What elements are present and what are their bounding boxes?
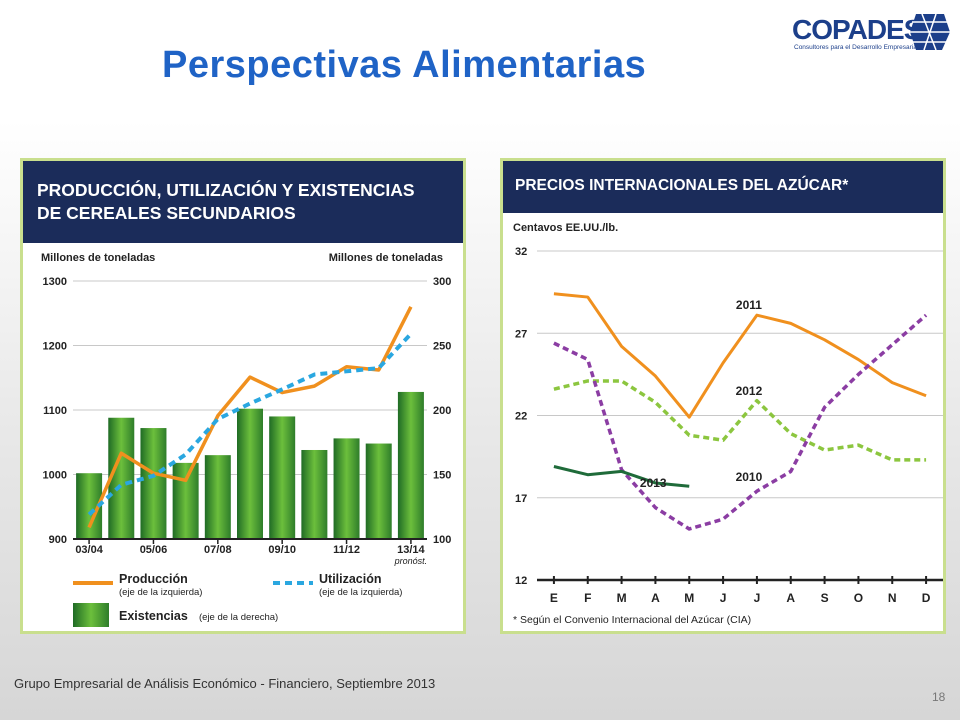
x-tick-label: 11/12 (333, 544, 360, 556)
bar-existencias (269, 416, 296, 539)
series-line-producción (87, 306, 413, 529)
y-tick-label: 12 (515, 575, 527, 587)
sugar-chart-header: PRECIOS INTERNACIONALES DEL AZÚCAR* (503, 161, 943, 213)
x-tick-label: J (720, 591, 727, 605)
cereal-chart: Millones de toneladas Millones de tonelad… (41, 252, 451, 627)
x-tick-label: J (754, 591, 761, 605)
logo-globe-icon (910, 13, 950, 51)
footer-text: Grupo Empresarial de Análisis Económico … (14, 676, 436, 691)
x-tick-label: 09/10 (268, 544, 296, 556)
legend-note-produccion: (eje de la izquierda) (119, 587, 202, 598)
left-tick-label: 1100 (43, 405, 67, 417)
y-axis-label: Centavos EE.UU./lb. (513, 222, 618, 234)
logo-wordmark: COPADES (792, 14, 922, 45)
legend-swatch-existencias (73, 603, 109, 627)
x-tick-label: 05/06 (140, 544, 168, 556)
y-tick-label: 22 (515, 411, 527, 423)
y-tick-label: 27 (515, 328, 527, 340)
x-tick-label: S (821, 591, 829, 605)
x-tick-label: F (584, 591, 591, 605)
x-tick-label: M (617, 591, 627, 605)
x-tick-label: D (922, 591, 931, 605)
bar-existencias (397, 391, 424, 539)
x-tick-label: M (684, 591, 694, 605)
series-line-2011 (553, 292, 927, 419)
series-line-2012 (553, 379, 927, 462)
series-label-2012: 2012 (736, 384, 763, 398)
legend-note-utilizacion: (eje de la izquierda) (319, 587, 402, 598)
cereal-chart-panel: PRODUCCIÓN, UTILIZACIÓN Y EXISTENCIAS DE… (20, 158, 466, 634)
series-label-2011: 2011 (736, 298, 762, 312)
x-tick-label: 03/04 (75, 544, 103, 556)
bar-existencias (365, 443, 392, 539)
series-line-utilización (87, 332, 413, 516)
x-tick-label: 07/08 (204, 544, 232, 556)
series-line-2010 (553, 313, 928, 531)
page-title: Perspectivas Alimentarias (162, 44, 647, 86)
x-tick-label: A (651, 591, 660, 605)
right-tick-label: 250 (433, 341, 451, 353)
bar-existencias (108, 417, 135, 539)
x-tick-label: 13/14 (397, 544, 425, 556)
x-tick-label: E (550, 591, 558, 605)
legend-label-existencias: Existencias (119, 609, 188, 623)
right-tick-label: 300 (433, 276, 451, 288)
sugar-chart-title: PRECIOS INTERNACIONALES DEL AZÚCAR* (515, 177, 849, 194)
chart-footnote: * Según el Convenio Internacional del Az… (513, 614, 751, 626)
cereal-chart-title-line-2: DE CEREALES SECUNDARIOS (37, 203, 296, 223)
company-logo: COPADES Consultores para el Desarrollo E… (788, 10, 953, 54)
legend-note-existencias: (eje de la derecha) (199, 612, 278, 623)
x-tick-sublabel: pronóst. (394, 556, 428, 566)
series-label-2013: 2013 (640, 476, 667, 490)
right-axis-label: Millones de toneladas (329, 252, 443, 264)
bar-existencias (301, 449, 328, 539)
y-tick-label: 32 (515, 246, 527, 258)
right-tick-label: 200 (433, 405, 451, 417)
cereal-chart-header: PRODUCCIÓN, UTILIZACIÓN Y EXISTENCIAS DE… (23, 161, 463, 243)
bar-existencias (204, 455, 231, 539)
bar-existencias (237, 408, 263, 539)
legend-label-produccion: Producción (119, 572, 188, 586)
page-number: 18 (932, 690, 946, 704)
series-line-2013 (553, 465, 690, 488)
sugar-chart-panel: PRECIOS INTERNACIONALES DEL AZÚCAR* Cent… (500, 158, 946, 634)
bar-existencias (172, 462, 199, 539)
legend-label-utilizacion: Utilización (319, 572, 382, 586)
left-tick-label: 1000 (43, 470, 67, 482)
left-axis-label: Millones de toneladas (41, 252, 155, 264)
y-tick-label: 17 (515, 493, 527, 505)
bar-existencias (140, 428, 167, 539)
right-tick-label: 100 (433, 534, 451, 546)
left-tick-label: 1200 (43, 341, 67, 353)
sugar-chart: Centavos EE.UU./lb. 12 17 22 27 32 E F M A M J J A S O N… (513, 222, 943, 626)
x-tick-label: O (854, 591, 863, 605)
right-tick-label: 150 (433, 470, 451, 482)
bar-existencias (333, 438, 360, 539)
left-tick-label: 1300 (43, 276, 67, 288)
logo-tagline: Consultores para el Desarrollo Empresari… (794, 44, 919, 51)
x-tick-label: A (786, 591, 795, 605)
x-tick-label: N (888, 591, 897, 605)
series-label-2010: 2010 (736, 470, 763, 484)
left-tick-label: 900 (49, 534, 67, 546)
cereal-chart-title-line-1: PRODUCCIÓN, UTILIZACIÓN Y EXISTENCIAS (37, 180, 415, 200)
